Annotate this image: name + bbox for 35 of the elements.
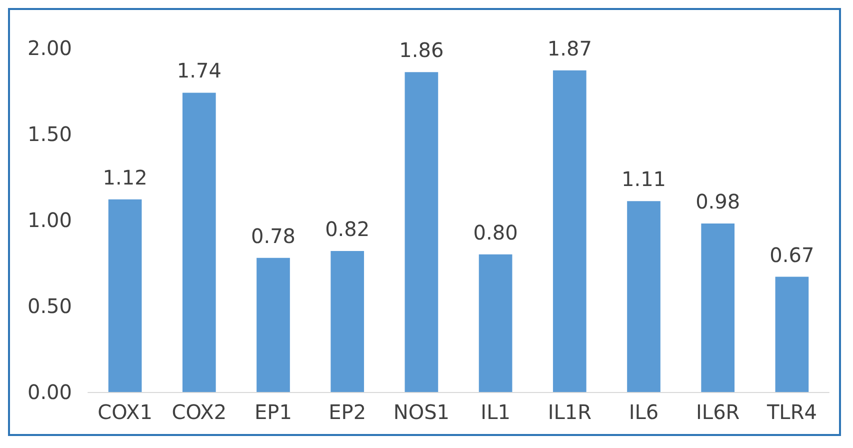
y-tick-label: 0.50 (27, 294, 72, 318)
data-label: 1.87 (547, 36, 592, 60)
x-tick-label: IL6R (696, 400, 740, 424)
y-tick-label: 1.00 (27, 208, 72, 232)
bar (478, 254, 512, 392)
data-label: 0.78 (250, 224, 296, 248)
y-tick-label: 1.50 (27, 122, 72, 146)
x-tick-label: COX1 (98, 400, 152, 424)
x-tick-label: COX2 (172, 400, 227, 424)
bar (627, 201, 660, 392)
bar (256, 258, 290, 392)
data-label: 0.98 (696, 189, 740, 214)
bar (108, 199, 142, 392)
bar (701, 223, 735, 392)
x-tick-label: TLR4 (766, 400, 817, 424)
bar (552, 70, 586, 392)
data-label: 0.80 (473, 220, 518, 244)
bar (330, 250, 364, 392)
y-tick-label: 2.00 (27, 36, 72, 60)
bar (404, 72, 438, 392)
bar (775, 276, 809, 392)
data-label: 1.11 (621, 167, 666, 192)
data-label: 0.82 (325, 216, 370, 241)
data-label: 0.67 (770, 242, 814, 267)
x-tick-label: NOS1 (393, 400, 450, 424)
y-tick-label: 0.00 (27, 380, 72, 404)
data-label: 1.74 (176, 58, 222, 83)
data-label: 1.12 (102, 165, 148, 190)
x-tick-label: IL6 (628, 400, 659, 424)
x-tick-label: IL1 (480, 400, 510, 424)
x-tick-label: IL1R (548, 400, 592, 424)
x-tick-label: EP1 (254, 400, 292, 424)
data-label: 1.86 (399, 38, 444, 62)
x-tick-label: EP2 (328, 400, 366, 424)
bar (182, 92, 216, 392)
